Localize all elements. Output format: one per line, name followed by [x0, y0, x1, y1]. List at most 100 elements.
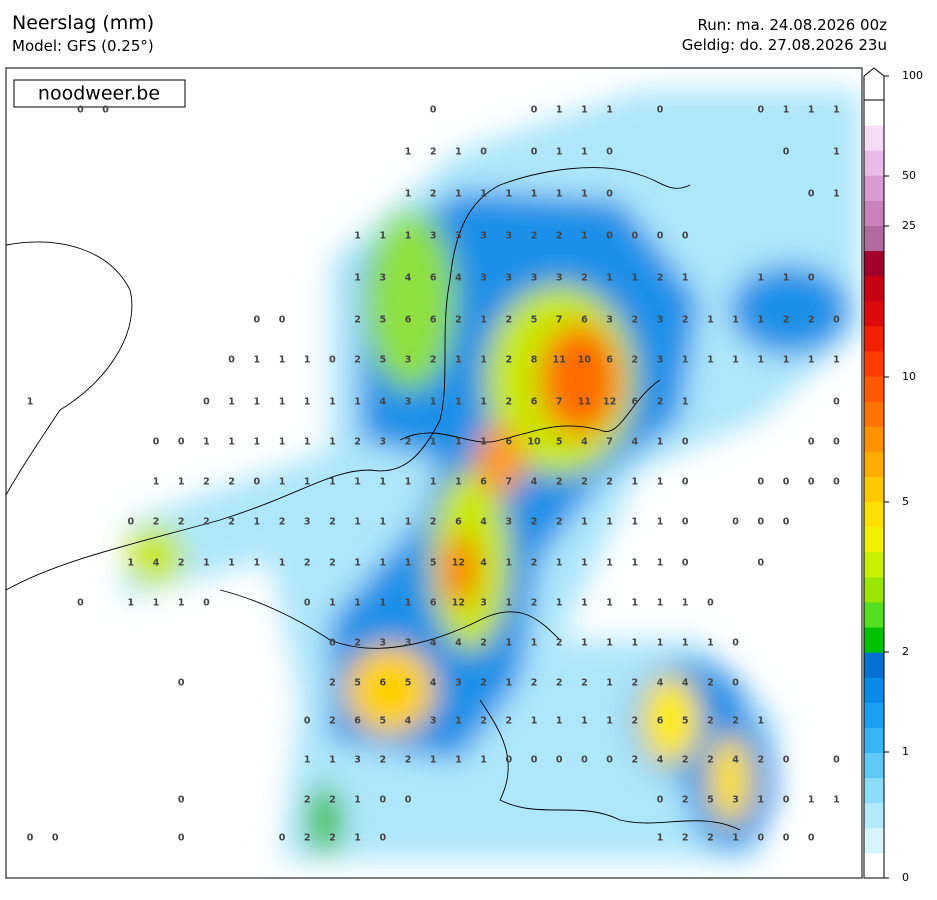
grid-value: 0: [606, 147, 613, 158]
colorbar-step: [864, 426, 884, 452]
grid-value: 2: [505, 355, 512, 366]
colorbar-frame: [863, 99, 885, 879]
grid-value: 4: [405, 273, 412, 284]
grid-value: 0: [27, 833, 34, 844]
grid-value: 2: [354, 638, 361, 649]
colorbar-step: [864, 652, 884, 678]
grid-value: 2: [153, 517, 160, 528]
grid-value: 2: [657, 397, 664, 408]
grid-value: 1: [682, 355, 689, 366]
grid-value: 1: [455, 189, 462, 200]
grid-value: 1: [757, 355, 764, 366]
colorbar-step: [864, 250, 884, 277]
grid-value: 1: [27, 397, 34, 408]
grid-value: 1: [379, 231, 386, 242]
grid-value: 1: [757, 716, 764, 727]
grid-value: 0: [682, 231, 689, 242]
grid-value: 0: [808, 477, 815, 488]
grid-value: 1: [304, 355, 311, 366]
grid-value: 1: [480, 755, 487, 766]
grid-value: 1: [153, 477, 160, 488]
colorbar-label: 10: [902, 370, 916, 383]
grid-value: 11: [578, 397, 591, 408]
colorbar-label: 0: [902, 871, 909, 884]
grid-value: 1: [833, 189, 840, 200]
grid-value: 2: [556, 638, 563, 649]
grid-value: 2: [405, 437, 412, 448]
grid-value: 12: [452, 558, 465, 569]
grid-value: 8: [531, 355, 538, 366]
grid-value: 1: [556, 558, 563, 569]
grid-value: 1: [329, 598, 336, 609]
grid-value: 1: [631, 558, 638, 569]
grid-value: 2: [556, 477, 563, 488]
grid-value: 1: [354, 517, 361, 528]
grid-value: 1: [304, 397, 311, 408]
grid-value: 0: [707, 598, 714, 609]
grid-value: 0: [430, 105, 437, 116]
grid-value: 1: [228, 437, 235, 448]
grid-value: 6: [581, 315, 588, 326]
grid-value: 1: [581, 517, 588, 528]
grid-value: 4: [455, 273, 462, 284]
grid-value: 2: [228, 517, 235, 528]
grid-value: 1: [581, 598, 588, 609]
grid-value: 1: [833, 105, 840, 116]
grid-value: 6: [405, 315, 412, 326]
grid-value: 0: [808, 189, 815, 200]
grid-value: 0: [757, 517, 764, 528]
grid-value: 2: [480, 716, 487, 727]
grid-value: 1: [329, 437, 336, 448]
grid-value: 1: [354, 598, 361, 609]
grid-value: 0: [531, 147, 538, 158]
colorbar-label: 2: [902, 645, 909, 658]
colorbar-step: [864, 501, 884, 528]
grid-value: 0: [606, 231, 613, 242]
grid-value: 1: [455, 755, 462, 766]
grid-value: 3: [405, 638, 412, 649]
grid-value: 1: [455, 437, 462, 448]
grid-value: 0: [178, 833, 185, 844]
grid-value: 1: [405, 231, 412, 242]
grid-value: 1: [480, 355, 487, 366]
grid-value: 1: [304, 477, 311, 488]
grid-value: 4: [430, 678, 437, 689]
grid-value: 3: [430, 716, 437, 727]
grid-value: 1: [354, 477, 361, 488]
grid-value: 1: [329, 477, 336, 488]
title: Neerslag (mm): [12, 12, 154, 34]
grid-value: 1: [833, 355, 840, 366]
grid-value: 0: [631, 231, 638, 242]
grid-value: 0: [783, 755, 790, 766]
grid-value: 6: [430, 598, 437, 609]
grid-value: 0: [329, 638, 336, 649]
colorbar-step: [864, 727, 884, 754]
grid-value: 5: [707, 795, 714, 806]
precip-field: [6, 68, 862, 878]
grid-value: 1: [556, 716, 563, 727]
grid-value: 0: [783, 147, 790, 158]
colorbar-step: [864, 677, 884, 703]
grid-value: 1: [732, 833, 739, 844]
grid-value: 1: [682, 273, 689, 284]
grid-value: 3: [480, 273, 487, 284]
grid-value: 1: [556, 189, 563, 200]
grid-value: 6: [631, 397, 638, 408]
grid-value: 1: [631, 638, 638, 649]
grid-value: 2: [480, 638, 487, 649]
grid-value: 3: [430, 231, 437, 242]
grid-value: 1: [631, 598, 638, 609]
grid-value: 6: [657, 716, 664, 727]
grid-value: 0: [657, 105, 664, 116]
grid-value: 3: [480, 231, 487, 242]
grid-value: 1: [405, 147, 412, 158]
grid-value: 2: [455, 315, 462, 326]
grid-value: 7: [606, 437, 613, 448]
grid-value: 0: [783, 477, 790, 488]
grid-value: 3: [354, 755, 361, 766]
grid-value: 0: [833, 437, 840, 448]
logo: noodweer.be: [38, 83, 160, 105]
grid-value: 11: [553, 355, 566, 366]
grid-value: 4: [455, 638, 462, 649]
grid-value: 2: [707, 678, 714, 689]
